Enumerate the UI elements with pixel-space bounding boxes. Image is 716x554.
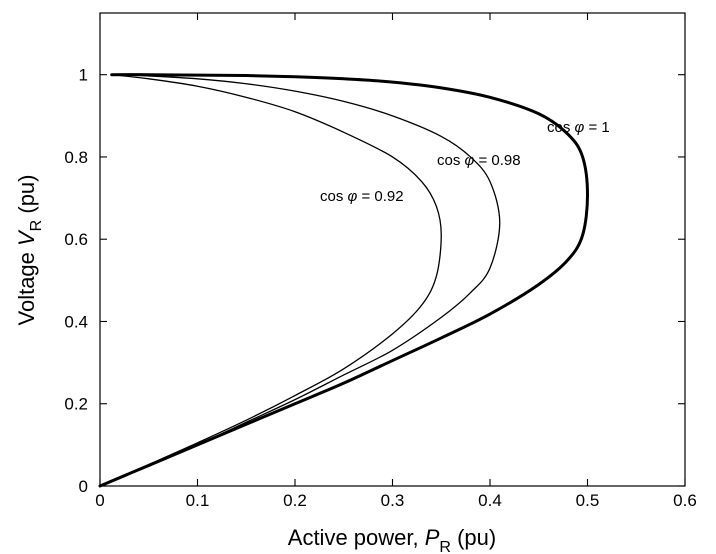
curve-pf-0-92	[99, 74, 442, 487]
ticks-layer: 0 0.1 0.2 0.3 0.4 0.5 0.6 0 0.2 0.4 0.6 0.8 1	[64, 13, 697, 510]
x-tick-label: 0.6	[673, 491, 697, 510]
curve-pf-0-98	[99, 74, 501, 487]
y-axis-title: Voltage VR (pu)	[14, 174, 45, 325]
y-tick-label: 0	[79, 477, 88, 496]
y-tick-label: 0.4	[64, 312, 88, 331]
x-tick-label: 0.1	[186, 491, 210, 510]
curve-label-pf1: cos φ = 1	[547, 119, 610, 136]
curve-label-pf098: cos φ = 0.98	[437, 152, 521, 169]
x-tick-label: 0.3	[381, 491, 405, 510]
y-tick-label: 0.2	[64, 395, 88, 414]
x-tick-label: 0.4	[478, 491, 502, 510]
x-axis-title: Active power, PR (pu)	[288, 525, 496, 554]
curves-layer	[98, 73, 589, 488]
y-tick-label: 0.6	[64, 230, 88, 249]
curve-label-pf092: cos φ = 0.92	[320, 188, 404, 205]
curve-pf-1	[98, 73, 589, 488]
y-tick-label: 1	[79, 66, 88, 85]
y-tick-label: 0.8	[64, 148, 88, 167]
x-tick-label: 0.2	[283, 491, 307, 510]
x-tick-label: 0.5	[576, 491, 600, 510]
x-tick-label: 0	[95, 491, 104, 510]
